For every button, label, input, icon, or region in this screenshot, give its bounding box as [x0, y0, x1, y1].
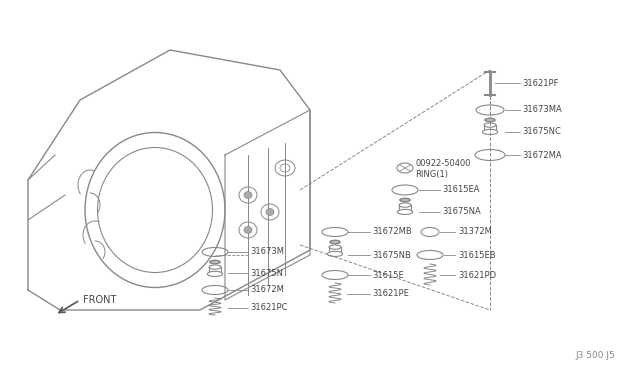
Text: 00922-50400: 00922-50400 — [415, 160, 470, 169]
Text: 31675NA: 31675NA — [442, 208, 481, 217]
Text: 31615EB: 31615EB — [458, 250, 495, 260]
Text: 31615E: 31615E — [372, 270, 404, 279]
Ellipse shape — [266, 208, 274, 215]
Ellipse shape — [244, 227, 252, 234]
Text: 31621PF: 31621PF — [522, 78, 559, 87]
Text: 31672MA: 31672MA — [522, 151, 562, 160]
Ellipse shape — [244, 192, 252, 199]
Text: 31372M: 31372M — [458, 228, 492, 237]
Text: J3 500 J5: J3 500 J5 — [575, 351, 615, 360]
Text: RING(1): RING(1) — [415, 170, 448, 179]
Text: 31673M: 31673M — [250, 247, 284, 257]
Ellipse shape — [400, 198, 410, 202]
Ellipse shape — [485, 118, 495, 122]
Text: FRONT: FRONT — [83, 295, 116, 305]
Text: 31615EA: 31615EA — [442, 186, 479, 195]
Text: 31675NB: 31675NB — [372, 250, 411, 260]
Text: 31621PC: 31621PC — [250, 304, 287, 312]
Ellipse shape — [330, 240, 340, 244]
Text: 31675NC: 31675NC — [522, 128, 561, 137]
Ellipse shape — [210, 260, 220, 264]
Text: 31621PE: 31621PE — [372, 289, 409, 298]
Text: 31673MA: 31673MA — [522, 106, 562, 115]
Text: 31675N: 31675N — [250, 269, 283, 278]
Text: 31672MB: 31672MB — [372, 228, 412, 237]
Text: 31621PD: 31621PD — [458, 270, 496, 279]
Text: 31672M: 31672M — [250, 285, 284, 295]
